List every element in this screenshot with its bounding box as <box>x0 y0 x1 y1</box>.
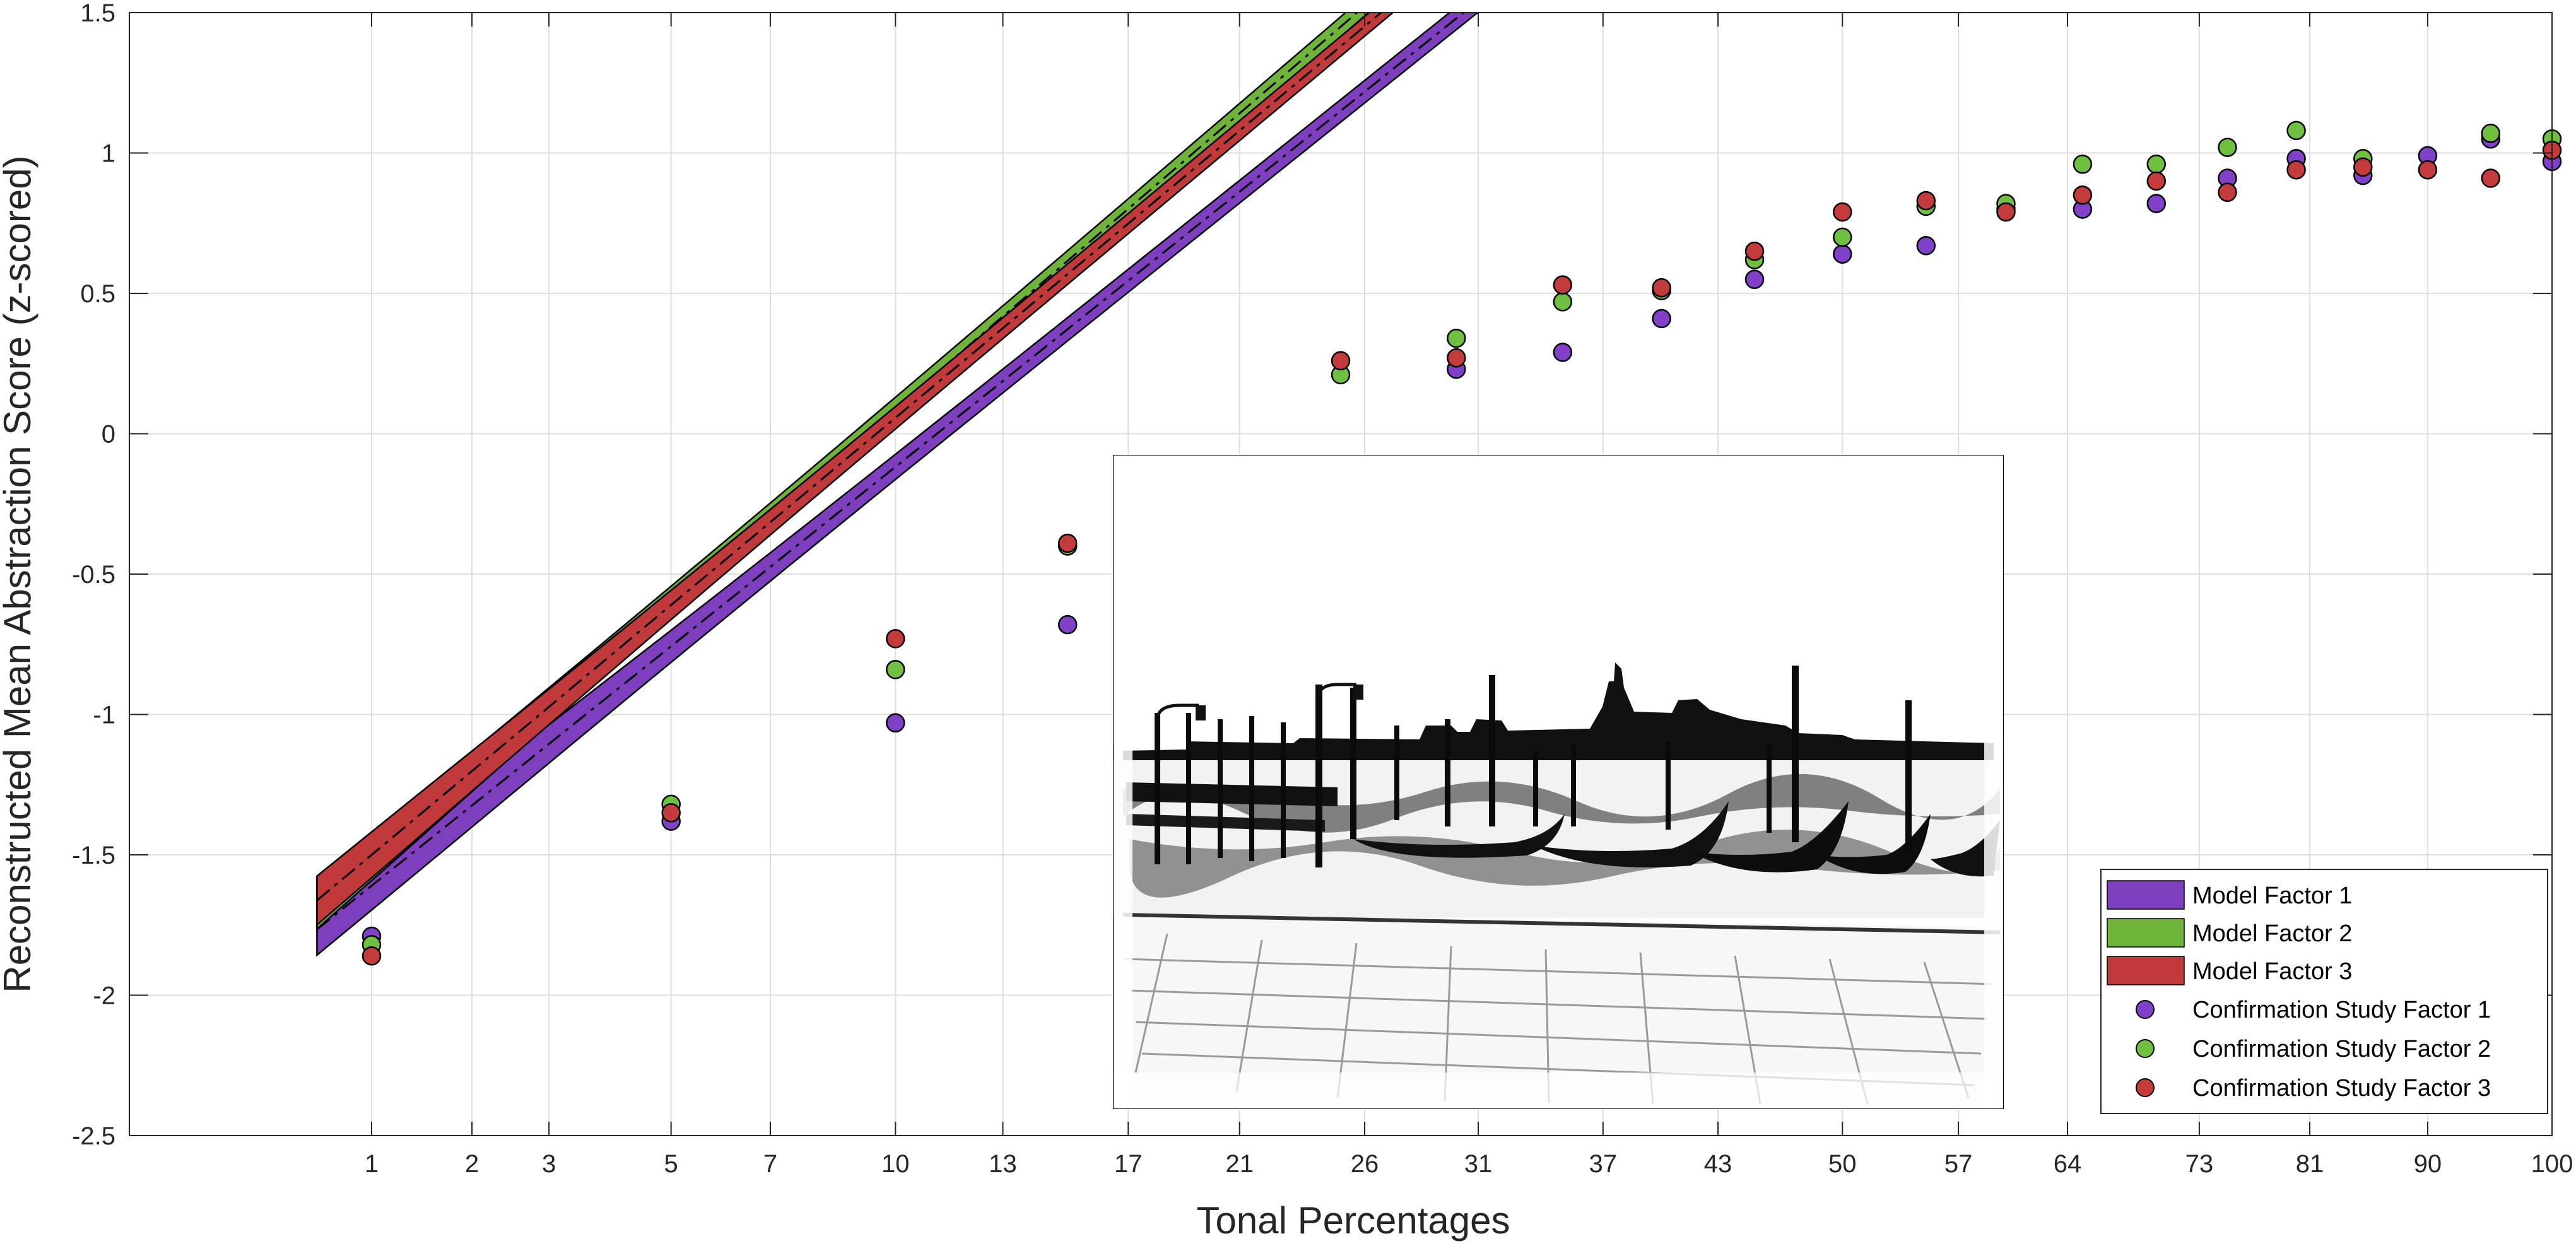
y-tick-label: -2 <box>93 982 115 1010</box>
confirmation-study-factor-2-point <box>1447 328 1466 348</box>
confirmation-study-factor-3-point <box>1331 351 1351 371</box>
x-tick-label: 5 <box>664 1150 678 1178</box>
legend-swatch-model-factor-2 <box>2107 918 2185 948</box>
x-tick-label: 37 <box>1589 1150 1618 1178</box>
confirmation-study-factor-3-point <box>1916 191 1936 211</box>
inset-photo-content <box>1114 455 2003 1108</box>
confirmation-study-factor-3-point <box>2146 171 2167 191</box>
legend-marker-confirmation-factor-3 <box>2136 1078 2155 1097</box>
confirmation-study-factor-1-point <box>1833 244 1852 264</box>
confirmation-study-factor-1-point <box>1916 236 1936 256</box>
confirmation-study-factor-3-point <box>886 629 905 649</box>
y-tick-label: 0 <box>102 421 115 449</box>
confirmation-study-factor-3-point <box>362 946 382 966</box>
legend-label-model-factor-1: Model Factor 1 <box>2192 883 2352 909</box>
confirmation-study-factor-2-point <box>2146 155 2167 174</box>
x-tick-label: 73 <box>2185 1150 2214 1178</box>
confirmation-study-factor-3-point <box>1447 348 1466 368</box>
x-tick-label: 3 <box>542 1150 556 1178</box>
confirmation-study-factor-1-point <box>1744 269 1765 290</box>
y-tick-label: -1.5 <box>72 842 115 869</box>
confirmation-study-factor-3-point <box>2218 182 2237 203</box>
y-tick-label: 1 <box>102 140 115 168</box>
x-tick-label: 100 <box>2531 1150 2573 1178</box>
legend-marker-confirmation-factor-2 <box>2136 1039 2155 1058</box>
confirmation-study-factor-1-point <box>1652 309 1671 329</box>
model-bands <box>316 13 1479 957</box>
x-tick-label: 10 <box>881 1150 910 1178</box>
legend-marker-confirmation-factor-1 <box>2136 1000 2155 1019</box>
x-tick-label: 17 <box>1114 1150 1143 1178</box>
model-factor-3-centerline <box>316 13 1383 902</box>
x-tick-label: 64 <box>2054 1150 2082 1178</box>
legend-box <box>2100 869 2548 1114</box>
confirmation-study-factor-3-point <box>2418 160 2438 180</box>
confirmation-study-factor-3-point <box>1744 242 1765 261</box>
model-factor-2-centerline <box>316 13 1359 905</box>
x-tick-label: 21 <box>1225 1150 1254 1178</box>
legend-label-model-factor-2: Model Factor 2 <box>2192 920 2352 947</box>
confirmation-study-factor-1-point <box>1553 343 1573 362</box>
y-tick-label: 1.5 <box>80 0 115 27</box>
confirmation-markers <box>362 120 2562 966</box>
x-tick-label: 43 <box>1704 1150 1732 1178</box>
x-tick-label: 13 <box>989 1150 1017 1178</box>
legend-label-model-factor-3: Model Factor 3 <box>2192 958 2352 985</box>
confirmation-study-factor-2-point <box>1833 227 1852 247</box>
inset-photo <box>1113 455 2004 1109</box>
y-tick-label: 0.5 <box>80 280 115 308</box>
y-tick-label: -2.5 <box>72 1122 115 1150</box>
confirmation-study-factor-3-point <box>2353 157 2373 177</box>
confirmation-study-factor-3-point <box>1652 278 1671 298</box>
confirmation-study-factor-3-point <box>1996 202 2016 222</box>
confirmation-study-factor-3-point <box>2073 185 2093 205</box>
y-axis-label: Reconstructed Mean Abstraction Score (z-… <box>0 155 38 992</box>
confirmation-study-factor-3-point <box>1833 202 1852 222</box>
confirmation-study-factor-2-point <box>2073 155 2093 174</box>
confirmation-study-factor-2-point <box>2481 124 2501 143</box>
x-tick-label: 1 <box>365 1150 379 1178</box>
y-axis-ticks: -2.5 -2 -1.5 -1 -0.5 0 0.5 1 1.5 <box>72 0 2552 1150</box>
legend-swatch-model-factor-3 <box>2107 956 2185 985</box>
legend-label-confirmation-factor-1: Confirmation Study Factor 1 <box>2192 997 2491 1023</box>
confirmation-study-factor-1-point <box>2146 194 2167 213</box>
x-tick-label: 50 <box>1828 1150 1857 1178</box>
x-tick-label: 26 <box>1351 1150 1379 1178</box>
confirmation-study-factor-3-point <box>2286 160 2306 180</box>
y-tick-label: -0.5 <box>72 561 115 589</box>
confirmation-study-factor-3-point <box>1553 275 1573 295</box>
y-tick-label: -1 <box>93 702 115 729</box>
x-tick-label: 57 <box>1944 1150 1973 1178</box>
confirmation-study-factor-2-point <box>2218 138 2237 157</box>
x-tick-label: 90 <box>2414 1150 2442 1178</box>
confirmation-study-factor-2-point <box>886 660 905 679</box>
confirmation-study-factor-1-point <box>1057 614 1078 635</box>
x-axis-ticks: 1 2 3 5 7 10 13 17 21 26 31 37 43 50 57 64 73 81 90 100 <box>365 13 2573 1178</box>
confirmation-study-factor-2-point <box>1553 292 1573 312</box>
confirmation-study-factor-3-point <box>1057 533 1078 553</box>
legend-label-confirmation-factor-2: Confirmation Study Factor 2 <box>2192 1036 2491 1062</box>
x-tick-label: 81 <box>2296 1150 2324 1178</box>
legend-label-confirmation-factor-3: Confirmation Study Factor 3 <box>2192 1075 2491 1102</box>
confirmation-study-factor-2-point <box>2286 120 2306 141</box>
confirmation-study-factor-3-point <box>661 803 681 823</box>
x-tick-label: 31 <box>1464 1150 1493 1178</box>
x-axis-label: Tonal Percentages <box>1197 1199 1510 1242</box>
legend-swatch-model-factor-1 <box>2107 880 2185 910</box>
confirmation-study-factor-3-point <box>2481 168 2501 188</box>
legend: Model Factor 1 Model Factor 2 Model Fact… <box>2100 869 2548 1114</box>
x-tick-label: 2 <box>465 1150 479 1178</box>
confirmation-study-factor-1-point <box>886 713 905 733</box>
x-tick-label: 7 <box>763 1150 777 1178</box>
